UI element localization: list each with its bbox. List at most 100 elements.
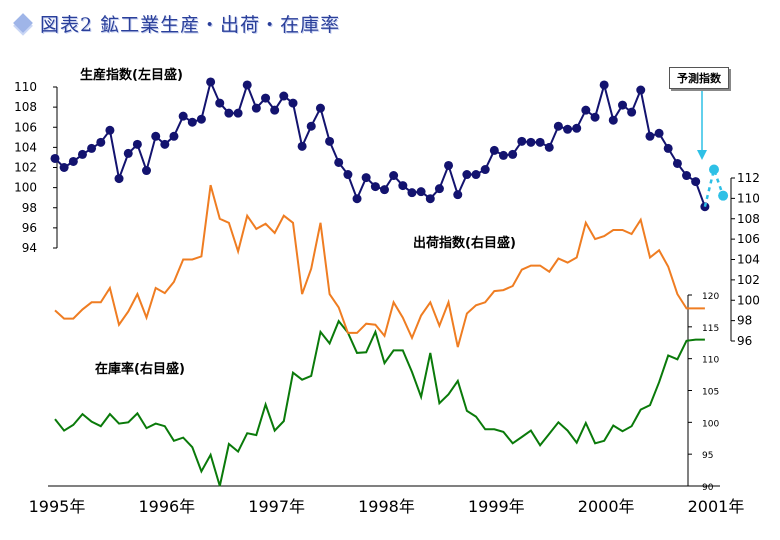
forecast-label: 予測指数	[669, 67, 729, 89]
inventory-tick-label: 95	[702, 451, 713, 461]
production-point	[297, 141, 307, 151]
x-tick-label: 1997年	[248, 497, 305, 516]
production-point	[645, 131, 655, 141]
production-point	[700, 202, 710, 212]
production-tick-label: 94	[22, 241, 37, 255]
production-point	[590, 112, 600, 122]
shipment-tick-label: 108	[737, 212, 760, 226]
production-point	[489, 145, 499, 155]
x-tick-label: 2001年	[688, 497, 745, 516]
production-point	[114, 174, 124, 184]
production-point	[242, 80, 252, 90]
production-tick-label: 98	[22, 201, 37, 215]
production-point	[563, 124, 573, 134]
production-point	[572, 123, 582, 133]
production-point	[233, 108, 243, 118]
production-point	[453, 190, 463, 200]
production-point	[343, 170, 353, 180]
production-point	[434, 184, 444, 194]
production-tick-label: 100	[14, 181, 37, 195]
forecast-point	[718, 190, 729, 201]
production-point	[206, 77, 216, 87]
production-point	[691, 177, 701, 187]
forecast-line	[703, 165, 725, 207]
production-point	[416, 187, 426, 197]
inventory-tick-label: 110	[702, 356, 719, 366]
production-point	[535, 137, 545, 147]
inventory-tick-label: 120	[702, 292, 719, 302]
production-point	[215, 98, 225, 108]
production-point	[389, 171, 399, 181]
production-axis-label: 生産指数(左目盛)	[80, 67, 183, 83]
production-point	[251, 103, 261, 113]
production-point	[407, 188, 417, 198]
production-point	[169, 131, 179, 141]
shipment-tick-label: 112	[737, 171, 760, 185]
shipment-axis-label: 出荷指数(右目盛)	[413, 235, 516, 251]
chart-title-text: 図表2 鉱工業生産・出荷・在庫率	[40, 13, 341, 36]
production-point	[517, 136, 527, 146]
production-point	[672, 158, 682, 168]
production-point	[370, 182, 380, 192]
production-point	[526, 137, 536, 147]
production-tick-label: 102	[14, 161, 37, 175]
production-point	[682, 171, 692, 181]
production-point	[325, 136, 335, 146]
production-point	[636, 85, 646, 95]
x-tick-label: 1999年	[468, 497, 525, 516]
production-point	[50, 153, 60, 163]
x-tick-label: 1996年	[138, 497, 195, 516]
production-point	[270, 105, 280, 115]
production-point	[151, 131, 161, 141]
production-point	[315, 103, 325, 113]
production-point	[599, 80, 609, 90]
x-tick-label: 1998年	[358, 497, 415, 516]
production-point	[187, 117, 197, 127]
shipment-tick-label: 98	[737, 314, 752, 328]
production-tick-label: 104	[14, 140, 37, 154]
shipment-tick-label: 106	[737, 232, 760, 246]
shipment-tick-label: 102	[737, 273, 760, 287]
production-point	[361, 173, 371, 183]
production-point	[608, 115, 618, 125]
production-tick-label: 110	[14, 80, 37, 94]
production-point	[178, 111, 188, 121]
production-tick-label: 96	[22, 221, 37, 235]
production-point	[306, 121, 316, 131]
inventory-axis-label: 在庫率(右目盛)	[95, 361, 185, 377]
x-tick-label: 1995年	[29, 497, 86, 516]
production-point	[444, 160, 454, 170]
production-point	[68, 156, 78, 166]
production-point	[196, 114, 206, 124]
inventory-tick-label: 115	[702, 324, 719, 334]
production-tick-label: 106	[14, 120, 37, 134]
production-point	[288, 98, 298, 108]
shipment-line	[54, 184, 705, 348]
inventory-tick-label: 100	[702, 419, 719, 429]
production-point	[224, 108, 234, 118]
forecast-arrow-head	[697, 150, 707, 160]
production-point	[480, 165, 490, 175]
shipment-tick-label: 104	[737, 253, 760, 267]
production-point	[279, 91, 289, 101]
production-point	[141, 166, 151, 176]
chart-title: 図表2 鉱工業生産・出荷・在庫率	[10, 8, 340, 38]
shipment-tick-label: 110	[737, 191, 760, 205]
production-point	[96, 137, 106, 147]
production-point	[553, 121, 563, 131]
production-point	[132, 139, 142, 149]
production-point	[398, 181, 408, 191]
forecast-point	[709, 164, 719, 175]
production-point	[59, 163, 69, 172]
production-point	[627, 107, 637, 117]
production-point	[544, 142, 554, 152]
production-point	[123, 148, 133, 158]
inventory-tick-label: 105	[702, 388, 719, 398]
production-point	[261, 93, 271, 103]
production-point	[334, 157, 344, 167]
production-point	[663, 143, 673, 153]
production-line	[54, 78, 706, 208]
production-point	[581, 105, 591, 115]
